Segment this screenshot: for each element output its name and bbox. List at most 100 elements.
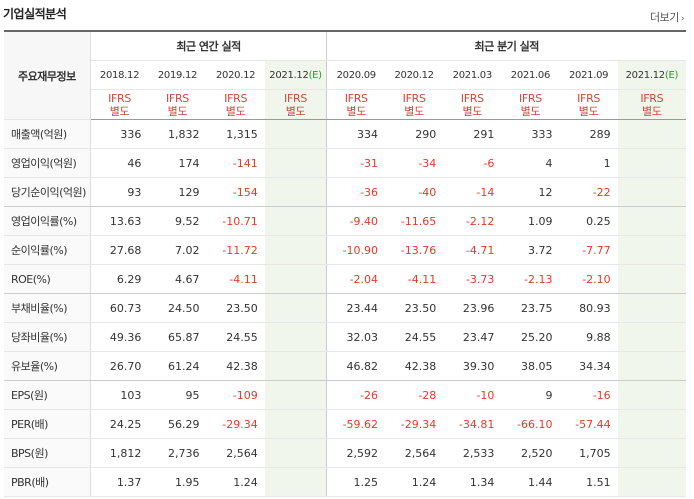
ifrs-top-text: IFRS — [284, 91, 308, 105]
ifrs-label: IFRS 별도 — [501, 89, 560, 120]
table-row: 순이익률(%) 27.68 7.02 -11.72 -10.90 -13.76 -4.71 3… — [4, 235, 686, 265]
period-date: 2020.12 — [385, 60, 444, 90]
table-cell: -31 — [326, 148, 386, 178]
table-cell: -10.71 — [206, 206, 265, 236]
row-label: PER(배) — [4, 409, 91, 439]
ifrs-bottom-text: 별도 — [520, 104, 541, 118]
table-cell: -2.12 — [443, 206, 502, 236]
table-cell: 4 — [501, 148, 560, 178]
table-row: PER(배) 24.25 56.29 -29.34 -59.62 -29.34 -34.81… — [4, 409, 686, 439]
table-cell — [617, 235, 686, 265]
table-cell: 42.38 — [206, 351, 265, 381]
table-cell: 2,533 — [443, 438, 502, 468]
ifrs-bottom-text: 별도 — [462, 104, 483, 118]
table-cell: 60.73 — [90, 293, 149, 323]
table-cell: 2,736 — [148, 438, 207, 468]
table-cell: 23.75 — [501, 293, 560, 323]
table-cell — [617, 177, 686, 207]
table-cell — [264, 293, 327, 323]
financial-table: 주요재무정보 최근 연간 실적 최근 분기 실적 2018.12 2019.12 2020… — [4, 30, 686, 497]
period-date: 2021.09 — [559, 60, 618, 90]
table-cell: 46.82 — [326, 351, 386, 381]
table-cell — [264, 235, 327, 265]
ifrs-label: IFRS 별도 — [385, 89, 444, 120]
table-cell — [264, 351, 327, 381]
table-cell: 289 — [559, 119, 618, 149]
ifrs-bottom-text: 별도 — [109, 104, 130, 118]
table-cell — [264, 438, 327, 468]
table-cell: 46 — [90, 148, 149, 178]
table-cell: -11.72 — [206, 235, 265, 265]
ifrs-top-text: IFRS — [165, 91, 189, 105]
table-cell: 1,832 — [148, 119, 207, 149]
table-cell — [264, 264, 327, 294]
table-cell: -34 — [385, 148, 444, 178]
table-cell — [617, 148, 686, 178]
table-cell: 2,520 — [501, 438, 560, 468]
table-cell: 4.67 — [148, 264, 207, 294]
table-cell: 34.34 — [559, 351, 618, 381]
table-cell: 174 — [148, 148, 207, 178]
table-cell — [264, 177, 327, 207]
table-cell: -4.71 — [443, 235, 502, 265]
table-cell: -36 — [326, 177, 386, 207]
table-cell: 23.44 — [326, 293, 386, 323]
table-cell: -3.73 — [443, 264, 502, 294]
table-cell: 2,564 — [385, 438, 444, 468]
table-cell: 290 — [385, 119, 444, 149]
table-cell: 42.38 — [385, 351, 444, 381]
ifrs-bottom-text: 별도 — [167, 104, 188, 118]
table-cell — [617, 380, 686, 410]
more-link-label: 더보기 — [650, 11, 679, 24]
ifrs-label: IFRS 별도 — [326, 89, 386, 120]
ifrs-bottom-text: 별도 — [346, 104, 367, 118]
table-cell: 12 — [501, 177, 560, 207]
table-cell: -26 — [326, 380, 386, 410]
ifrs-bottom-text: 별도 — [404, 104, 424, 118]
ifrs-label: IFRS 별도 — [559, 89, 618, 120]
period-date: 2021.12(E) — [617, 60, 686, 90]
table-cell: 23.50 — [385, 293, 444, 323]
row-label: 매출액(억원) — [4, 119, 91, 149]
period-date: 2021.06 — [501, 60, 560, 90]
table-cell: -22 — [559, 177, 618, 207]
table-cell: 9.88 — [559, 322, 618, 352]
table-cell: 61.24 — [148, 351, 207, 381]
table-cell: 1.25 — [326, 467, 386, 497]
ifrs-label: IFRS 별도 — [206, 89, 265, 120]
table-cell: 6.29 — [90, 264, 149, 294]
table-cell: 291 — [443, 119, 502, 149]
table-cell: 23.96 — [443, 293, 502, 323]
estimate-mark: (E) — [308, 69, 323, 81]
table-cell: 25.20 — [501, 322, 560, 352]
table-cell — [264, 467, 327, 497]
table-cell: -57.44 — [559, 409, 618, 439]
table-cell — [264, 206, 327, 236]
row-label: 순이익률(%) — [4, 235, 91, 265]
table-row: 부채비율(%) 60.73 24.50 23.50 23.44 23.50 23.96 23.… — [4, 293, 686, 323]
period-date: 2019.12 — [148, 60, 207, 90]
table-cell — [264, 409, 327, 439]
ifrs-top-text: IFRS — [460, 91, 484, 105]
table-cell: 1,812 — [90, 438, 149, 468]
section-title: 기업실적분석 — [3, 7, 67, 21]
more-link[interactable]: 더보기 › — [650, 9, 685, 25]
table-cell: 24.50 — [148, 293, 207, 323]
ifrs-label: IFRS 별도 — [148, 89, 207, 120]
table-cell — [617, 351, 686, 381]
table-cell: 1.09 — [501, 206, 560, 236]
table-row: ROE(%) 6.29 4.67 -4.11 -2.04 -4.11 -3.73 -2.13-… — [4, 264, 686, 294]
table-cell: 1.51 — [559, 467, 618, 497]
table-cell: 129 — [148, 177, 207, 207]
ifrs-top-text: IFRS — [344, 91, 368, 105]
table-cell: 333 — [501, 119, 560, 149]
table-cell: -16 — [559, 380, 618, 410]
table-cell: -11.65 — [385, 206, 444, 236]
table-cell: -141 — [206, 148, 265, 178]
table-cell: 2,564 — [206, 438, 265, 468]
table-cell: 38.05 — [501, 351, 560, 381]
table-cell: -10.90 — [326, 235, 386, 265]
table-cell: 13.63 — [90, 206, 149, 236]
table-cell: 23.47 — [443, 322, 502, 352]
table-cell: -109 — [206, 380, 265, 410]
